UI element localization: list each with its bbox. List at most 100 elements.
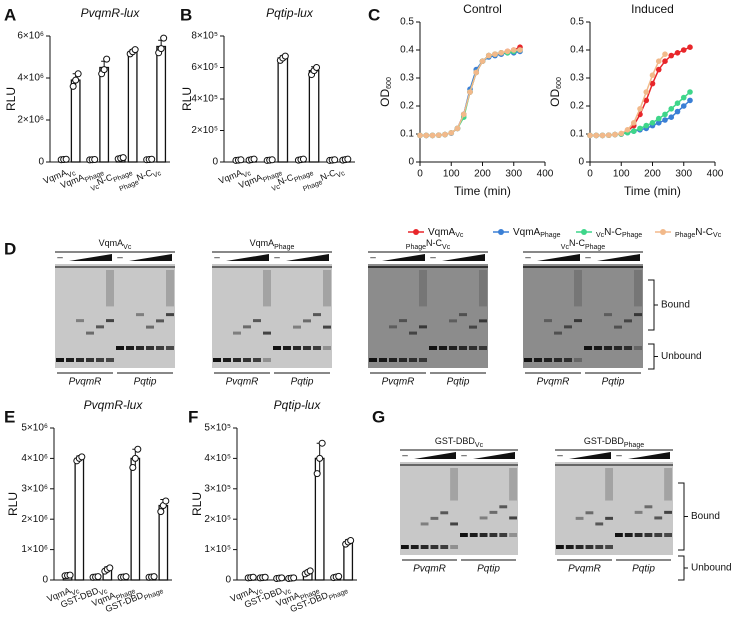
legend-label: VqmAPhage [513, 227, 561, 239]
gel-band [449, 319, 457, 323]
data-point [599, 132, 606, 139]
gel-band [253, 358, 261, 362]
gel-band [323, 325, 331, 329]
lane-label: Pqtip [291, 377, 314, 388]
subscript: Phage [624, 442, 644, 449]
gel-title: PhageN-CVc [406, 238, 451, 250]
data-point [630, 128, 637, 134]
y-axis-label: OD600 [548, 77, 563, 107]
data-point [687, 89, 693, 95]
y-axis-label: RLU [190, 492, 204, 516]
data-point [655, 120, 662, 126]
bracket-label: Unbound [691, 563, 732, 574]
gel-well-row [555, 464, 673, 466]
data-point [498, 50, 505, 56]
label-text: OD [548, 89, 562, 107]
y-tick-label: 1×10⁶ [21, 544, 48, 555]
panel-letter: D [4, 239, 16, 258]
bracket [648, 343, 658, 370]
gel-band [76, 358, 84, 362]
bracket [648, 279, 658, 331]
gel-smear [323, 270, 331, 307]
data-point [649, 72, 656, 78]
data-point [630, 120, 637, 126]
replicate-point [316, 454, 324, 462]
subscript: Vc [123, 244, 132, 251]
y-tick-label: 2×10⁶ [17, 115, 44, 126]
subscript: Phage [675, 232, 695, 239]
replicate-point [78, 453, 86, 461]
gel-well-row [212, 266, 332, 268]
replicate-point [250, 155, 258, 163]
subscript: Vc [442, 244, 451, 251]
gel-band [399, 319, 407, 323]
replicate-point [261, 573, 269, 581]
gel-band [614, 346, 622, 350]
replicate-point [306, 567, 314, 575]
panel-letter: C [368, 5, 380, 24]
gel-band [585, 545, 594, 549]
data-point [423, 132, 430, 139]
gel-smear [263, 270, 271, 307]
gel-image [212, 264, 332, 368]
data-point [593, 132, 600, 139]
gel-band [634, 533, 643, 537]
gel-band [243, 358, 251, 362]
wedge [414, 452, 456, 459]
label-text: VqmA [250, 238, 275, 248]
gel-band [654, 516, 663, 520]
replicate-point [106, 564, 114, 572]
y-tick-label: 6×10⁶ [17, 31, 44, 42]
data-point [435, 132, 442, 138]
data-point [429, 132, 436, 139]
gel-band [634, 510, 643, 514]
y-tick-label: 0.5 [570, 17, 584, 28]
gel-band [624, 319, 632, 323]
gel-band [544, 358, 552, 362]
gel-band [654, 533, 663, 537]
y-axis-label: RLU [6, 492, 20, 516]
y-tick-label: 4×10⁶ [21, 453, 48, 464]
gel-band [624, 346, 632, 350]
subscript: Vc [242, 170, 253, 180]
lane-label: PvqmR [413, 564, 446, 575]
subscript: Vc [561, 244, 570, 251]
gel-band [233, 358, 241, 362]
data-point [510, 47, 517, 53]
chart-title: PvqmR-lux [84, 398, 144, 412]
gel-band [323, 346, 331, 350]
data-point [674, 108, 681, 115]
replicate-point [62, 155, 70, 163]
x-tick-label: 100 [613, 169, 630, 180]
x-tick-label: 300 [675, 169, 692, 180]
gel-band [86, 331, 94, 335]
subscript: Phage [274, 244, 294, 251]
gel-band [450, 545, 458, 549]
data-point [637, 125, 643, 132]
gel-band [293, 346, 301, 350]
replicate-point [313, 470, 321, 478]
subscript: Vc [98, 588, 109, 598]
data-point [637, 106, 643, 112]
data-point [649, 120, 656, 126]
replicate-point [148, 155, 156, 163]
gel-well-row [400, 464, 518, 466]
gel-band [213, 358, 221, 362]
gel-band [479, 346, 487, 350]
replicate-point [157, 45, 165, 53]
gel-title: VqmAVc [99, 238, 132, 250]
replicate-point [162, 497, 170, 505]
gel-band [614, 325, 622, 329]
y-tick-label: 0 [212, 157, 218, 168]
wedge [69, 254, 112, 261]
minus-label: – [557, 451, 563, 462]
gel-band [554, 358, 562, 362]
gel-band [479, 319, 487, 323]
subscript: Phage [328, 588, 349, 602]
legend-marker [413, 229, 419, 235]
gel-image [55, 264, 175, 368]
y-tick-label: 2×10⁵ [191, 125, 218, 136]
gel-image [523, 264, 643, 368]
bar [130, 457, 141, 581]
label-text: N-C [319, 168, 338, 183]
